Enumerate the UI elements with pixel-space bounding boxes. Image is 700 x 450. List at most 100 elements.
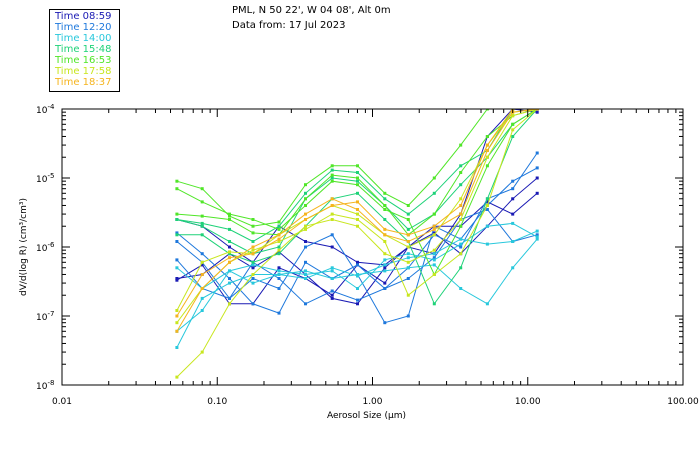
data-point (277, 245, 281, 249)
data-point (330, 204, 334, 207)
data-point (485, 208, 489, 211)
y-tick-label: 10-4 (36, 103, 55, 116)
data-point (356, 176, 359, 180)
data-point (304, 302, 307, 306)
data-point (251, 245, 255, 249)
data-point (383, 252, 387, 256)
data-point (406, 256, 410, 260)
data-point (330, 245, 334, 249)
data-point (200, 187, 204, 191)
data-point (330, 233, 334, 237)
data-point (304, 277, 307, 280)
data-point (330, 289, 334, 293)
data-point (304, 212, 307, 216)
data-point (228, 256, 231, 260)
data-point (330, 212, 334, 216)
data-point (485, 143, 489, 147)
data-point (200, 200, 204, 204)
y-tick-label: 10-8 (36, 379, 54, 392)
data-point (432, 176, 436, 180)
data-point (406, 218, 410, 221)
data-point (175, 240, 179, 243)
data-point (175, 218, 179, 221)
data-point (383, 197, 387, 201)
data-point (277, 250, 281, 254)
data-point (200, 221, 204, 225)
data-point (511, 266, 515, 270)
data-point (485, 135, 489, 138)
data-point (383, 240, 387, 243)
data-point (356, 263, 359, 267)
data-point (330, 179, 334, 183)
data-point (330, 164, 334, 168)
data-point (459, 164, 463, 168)
data-point (277, 248, 281, 252)
data-point (228, 281, 231, 285)
data-point (251, 240, 255, 243)
data-point (175, 266, 179, 270)
data-point (485, 204, 489, 207)
data-point (304, 218, 307, 221)
data-point (251, 302, 255, 306)
data-point (406, 260, 410, 264)
data-point (432, 256, 436, 260)
data-point (383, 281, 387, 285)
data-point (277, 269, 281, 273)
legend-item-1758: Time 17:58 (55, 66, 112, 77)
data-point (459, 224, 463, 228)
data-point (251, 224, 255, 228)
data-point (459, 237, 463, 241)
data-point (304, 227, 307, 231)
data-point (432, 227, 436, 231)
data-point (535, 233, 539, 237)
data-point (459, 266, 463, 270)
data-point (175, 278, 179, 282)
data-point (251, 260, 255, 264)
data-point (175, 231, 179, 235)
data-point (535, 109, 539, 111)
data-point (251, 266, 255, 270)
data-point (277, 287, 281, 290)
data-point (304, 204, 307, 207)
data-point (228, 240, 231, 243)
x-tick-label: 0.10 (207, 397, 227, 407)
data-point (175, 277, 179, 280)
data-point (228, 214, 231, 218)
data-point (251, 277, 255, 280)
data-point (511, 135, 515, 138)
data-point (406, 227, 410, 231)
data-point (200, 296, 204, 300)
data-point (383, 269, 387, 273)
data-point (511, 114, 515, 118)
data-point (406, 204, 410, 207)
series-11 (175, 109, 539, 256)
data-point (356, 260, 359, 264)
data-point (432, 252, 436, 256)
data-point (383, 227, 387, 231)
plot-frame (61, 108, 684, 386)
series-10 (175, 109, 539, 243)
data-point (356, 224, 359, 228)
legend-item-0859: Time 08:59 (55, 11, 112, 22)
data-point (383, 287, 387, 290)
data-point (304, 191, 307, 195)
data-point (228, 269, 231, 273)
series-group (175, 109, 539, 379)
data-point (383, 321, 387, 325)
data-point (383, 204, 387, 207)
data-point (200, 273, 204, 276)
data-point (304, 183, 307, 187)
data-point (485, 302, 489, 306)
data-point (200, 233, 204, 237)
data-point (406, 277, 410, 280)
data-point (432, 224, 436, 228)
data-point (200, 287, 204, 290)
data-point (175, 314, 179, 318)
legend-item-1400: Time 14:00 (55, 33, 112, 44)
data-point (356, 302, 359, 306)
data-point (432, 248, 436, 252)
data-point (459, 252, 463, 256)
data-point (356, 179, 359, 183)
data-point (175, 346, 179, 349)
data-point (175, 179, 179, 183)
